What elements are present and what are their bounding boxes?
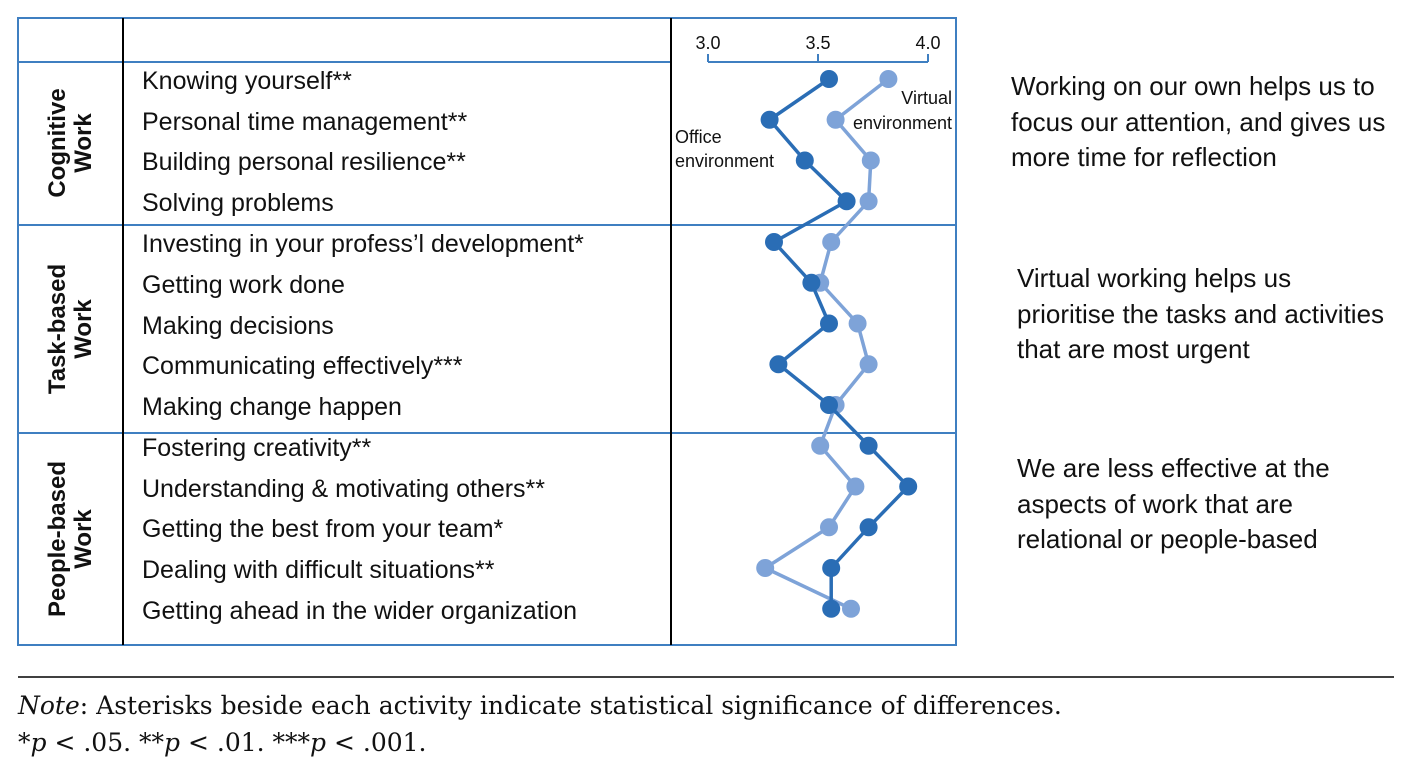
group-label-line: Task-based — [44, 263, 71, 395]
p2-rest: < .01. — [180, 728, 273, 757]
virtual-series-point — [842, 599, 860, 618]
x-ticks: 3.0 3.5 4.0 — [695, 33, 941, 62]
group-label-line: Work — [70, 509, 97, 569]
p2-stars: ** — [139, 728, 165, 757]
note-line-1: Note: Asterisks beside each activity ind… — [18, 691, 1062, 721]
activity-label: Communicating effectively*** — [142, 352, 463, 380]
activity-label: Getting the best from your team* — [142, 515, 504, 543]
activity-label: Getting work done — [142, 271, 345, 299]
virtual-series-point — [846, 477, 865, 496]
activity-label: Making change happen — [142, 393, 402, 421]
virtual-series-label-line1: Virtual — [901, 88, 952, 108]
virtual-series-point — [811, 436, 830, 455]
office-series-point — [822, 599, 841, 618]
p-symbol: p — [164, 728, 181, 757]
note-line-2: *p < .05. **p < .01. ***p < .001. — [18, 728, 427, 758]
office-series-point — [795, 151, 814, 170]
virtual-series-point — [861, 151, 880, 170]
virtual-series-point — [826, 110, 845, 129]
x-tick-label: 3.5 — [805, 33, 830, 53]
office-series-point — [859, 518, 878, 537]
office-series-point — [899, 477, 918, 496]
side-note-people: We are less effective at the aspects of … — [1017, 453, 1330, 554]
office-series-point — [820, 70, 838, 88]
office-series-point — [760, 110, 779, 129]
note-text: : Asterisks beside each activity indicat… — [79, 691, 1062, 720]
office-series-point — [769, 355, 788, 374]
group-label-people-based: People-based Work — [44, 435, 97, 643]
activity-label: Getting ahead in the wider organization — [142, 597, 578, 625]
office-series-point — [837, 192, 856, 211]
virtual-series-point — [820, 518, 838, 537]
group-label-cognitive: Cognitive Work — [44, 61, 97, 225]
series-layer — [756, 70, 918, 618]
virtual-series-point — [859, 192, 878, 211]
office-series-point — [802, 273, 821, 292]
activity-label: Understanding & motivating others** — [142, 475, 546, 503]
p1-rest: < .05. — [46, 728, 140, 757]
office-series-point — [765, 233, 783, 251]
side-note-task: Virtual working helps us prioritise the … — [1017, 263, 1385, 364]
group-label-line: Work — [70, 299, 97, 359]
group-label-task-based: Task-based Work — [44, 225, 97, 433]
group-label-line: Work — [70, 113, 97, 173]
virtual-series-point — [848, 314, 867, 333]
virtual-series-point — [822, 233, 841, 251]
p1-stars: * — [18, 728, 31, 757]
activity-label: Solving problems — [142, 189, 334, 217]
office-series-point — [859, 436, 878, 455]
virtual-series-label-line2: environment — [853, 113, 952, 133]
x-tick-label: 3.0 — [695, 33, 720, 53]
p-symbol: p — [310, 728, 327, 757]
group-label-line: People-based — [44, 460, 71, 618]
p3-stars: *** — [272, 728, 311, 757]
p3-rest: < .001. — [326, 728, 427, 757]
office-series-line — [767, 77, 910, 609]
virtual-series-point — [859, 355, 878, 374]
group-label-line: Cognitive — [44, 88, 71, 198]
p-symbol: p — [30, 728, 47, 757]
office-series-point — [820, 314, 838, 333]
office-series-point — [822, 559, 841, 577]
office-series-label-line2: environment — [675, 151, 774, 171]
virtual-series-point — [756, 559, 775, 577]
activity-label: Personal time management** — [142, 108, 468, 136]
activity-label: Investing in your profess’l development* — [142, 230, 584, 258]
virtual-series-point — [879, 70, 898, 88]
office-series-point — [820, 396, 838, 414]
activity-label: Fostering creativity** — [142, 434, 372, 462]
x-tick-label: 4.0 — [915, 33, 940, 53]
side-note-cognitive: Working on our own helps us to focus our… — [1011, 71, 1386, 172]
activity-label: Dealing with difficult situations** — [142, 556, 495, 584]
note-label: Note — [18, 691, 80, 720]
activity-label: Making decisions — [142, 312, 334, 340]
table-frame — [17, 17, 957, 646]
office-series-label-line1: Office — [675, 127, 722, 147]
activity-label: Knowing yourself** — [142, 67, 352, 95]
activity-label: Building personal resilience** — [142, 148, 466, 176]
